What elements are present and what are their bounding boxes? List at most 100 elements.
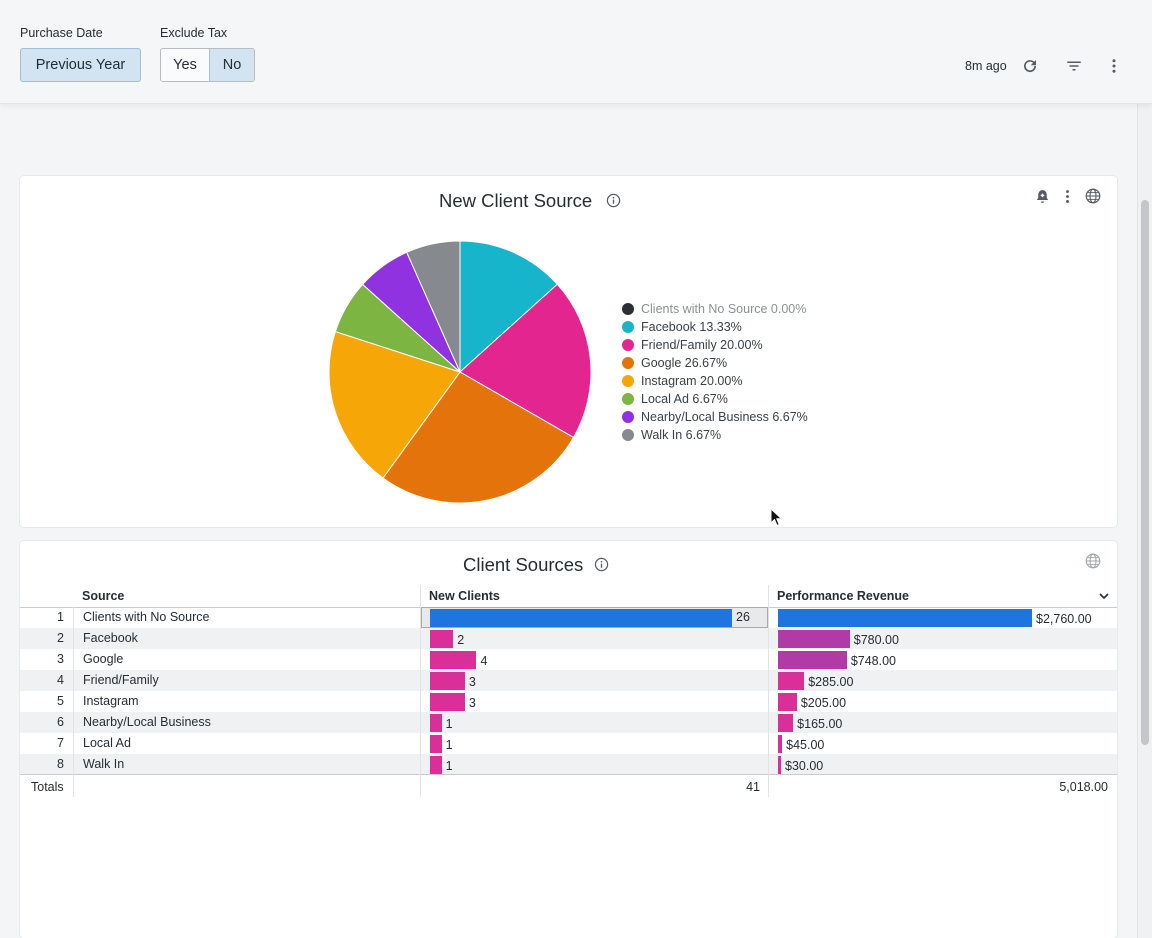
- column-header-source[interactable]: Source: [82, 589, 125, 603]
- source-cell: Nearby/Local Business: [83, 715, 211, 729]
- table-row[interactable]: 6 Nearby/Local Business 1 $165.00: [20, 712, 1117, 733]
- new-clients-bar: [430, 756, 442, 774]
- source-cell: Google: [83, 652, 124, 666]
- legend-swatch: [622, 411, 634, 423]
- column-divider: [420, 585, 421, 797]
- new-clients-value: 26: [736, 610, 750, 624]
- new-clients-value: 1: [445, 717, 453, 731]
- revenue-value: $205.00: [800, 696, 847, 710]
- column-divider: [768, 585, 769, 797]
- more-vertical-icon[interactable]: [1059, 188, 1076, 205]
- totals-row: Totals 41 5,018.00: [20, 774, 1117, 799]
- purchase-date-dropdown[interactable]: Previous Year: [20, 48, 141, 82]
- column-header-new-clients[interactable]: New Clients: [429, 589, 500, 603]
- source-cell: Walk In: [83, 757, 125, 771]
- info-icon[interactable]: [606, 193, 621, 208]
- revenue-bar: [778, 756, 781, 774]
- totals-revenue: 5,018.00: [1059, 780, 1108, 794]
- globe-icon[interactable]: [1084, 552, 1102, 570]
- revenue-bar: [778, 693, 797, 711]
- scrollbar-thumb[interactable]: [1141, 200, 1149, 745]
- revenue-bar: [778, 609, 1032, 627]
- row-number: 7: [57, 736, 64, 750]
- more-vertical-icon[interactable]: [1105, 57, 1123, 75]
- refresh-icon[interactable]: [1021, 57, 1039, 75]
- pie-slice-facebook[interactable]: [459, 240, 559, 374]
- pie-chart: [328, 240, 592, 504]
- info-icon[interactable]: [594, 557, 609, 572]
- new-clients-bar: [430, 735, 442, 753]
- exclude-tax-no-button[interactable]: No: [210, 49, 254, 81]
- legend-label: Facebook 13.33%: [641, 320, 742, 334]
- legend-item[interactable]: Clients with No Source 0.00%: [622, 300, 808, 318]
- client-sources-card: Client Sources Source New Clients Perfor…: [20, 541, 1117, 938]
- legend-item[interactable]: Walk In 6.67%: [622, 426, 808, 444]
- new-client-source-card: New Client Source Clients with No Source…: [20, 176, 1117, 527]
- pie-slice-walk-in[interactable]: [406, 240, 461, 373]
- filter-icon[interactable]: [1065, 57, 1083, 75]
- row-number: 3: [57, 652, 64, 666]
- last-updated-text: 8m ago: [965, 59, 1007, 73]
- globe-icon[interactable]: [1084, 187, 1102, 205]
- legend-label: Walk In 6.67%: [641, 428, 722, 442]
- exclude-tax-yes-button[interactable]: Yes: [161, 49, 210, 81]
- row-number: 8: [57, 757, 64, 771]
- source-cell: Facebook: [83, 631, 138, 645]
- purchase-date-label: Purchase Date: [20, 26, 103, 40]
- revenue-value: $780.00: [853, 633, 899, 647]
- new-clients-value: 1: [445, 738, 453, 752]
- legend-item[interactable]: Google 26.67%: [622, 354, 808, 372]
- exclude-tax-toggle: Yes No: [160, 48, 255, 82]
- card-title: Client Sources: [463, 554, 584, 575]
- legend-swatch: [622, 303, 634, 315]
- revenue-value: $748.00: [850, 654, 897, 668]
- new-clients-bar: [430, 693, 465, 711]
- table-row[interactable]: 7 Local Ad 1 $45.00: [20, 733, 1117, 754]
- row-number: 5: [57, 694, 64, 708]
- new-clients-bar: [430, 672, 465, 690]
- totals-label: Totals: [31, 780, 64, 794]
- chevron-down-icon[interactable]: [1098, 590, 1110, 602]
- new-clients-value: 3: [468, 675, 476, 689]
- legend-item[interactable]: Nearby/Local Business 6.67%: [622, 408, 808, 426]
- revenue-bar: [778, 651, 847, 669]
- new-clients-value: 2: [457, 633, 465, 647]
- table-row[interactable]: 1 Clients with No Source 26 $2,760.00: [20, 607, 1117, 628]
- legend-label: Instagram 20.00%: [641, 374, 743, 388]
- filter-bar: Purchase Date Previous Year Exclude Tax …: [0, 0, 1152, 104]
- legend-item[interactable]: Local Ad 6.67%: [622, 390, 808, 408]
- legend-label: Clients with No Source 0.00%: [641, 302, 807, 316]
- exclude-tax-label: Exclude Tax: [160, 26, 228, 40]
- alert-bell-icon[interactable]: [1034, 188, 1051, 205]
- source-cell: Friend/Family: [83, 673, 159, 687]
- revenue-value: $2,760.00: [1036, 612, 1092, 626]
- table-row[interactable]: 2 Facebook 2 $780.00: [20, 628, 1117, 649]
- new-clients-bar: [430, 714, 442, 732]
- table-row[interactable]: 8 Walk In 1 $30.00: [20, 754, 1117, 775]
- column-divider: [73, 607, 74, 797]
- legend-item[interactable]: Instagram 20.00%: [622, 372, 808, 390]
- legend-item[interactable]: Facebook 13.33%: [622, 318, 808, 336]
- pie-slice-friend-family[interactable]: [459, 283, 592, 439]
- new-clients-value: 1: [445, 759, 453, 773]
- pie-slice-google[interactable]: [382, 371, 575, 504]
- new-clients-bar: [430, 609, 732, 627]
- column-header-performance-revenue[interactable]: Performance Revenue: [777, 589, 910, 603]
- revenue-value: $285.00: [808, 675, 854, 689]
- legend-label: Google 26.67%: [641, 356, 728, 370]
- legend-swatch: [622, 357, 634, 369]
- table-row[interactable]: 5 Instagram 3 $205.00: [20, 691, 1117, 712]
- pie-slice-instagram[interactable]: [328, 330, 461, 479]
- legend-item[interactable]: Friend/Family 20.00%: [622, 336, 808, 354]
- pie-legend: Clients with No Source 0.00% Facebook 13.…: [622, 300, 808, 444]
- row-number: 6: [57, 715, 64, 729]
- legend-swatch: [622, 375, 634, 387]
- legend-swatch: [622, 393, 634, 405]
- row-number: 4: [57, 673, 64, 687]
- new-clients-bar: [430, 651, 477, 669]
- revenue-value: $45.00: [786, 738, 825, 752]
- table-row[interactable]: 4 Friend/Family 3 $285.00: [20, 670, 1117, 691]
- totals-new-clients: 41: [746, 780, 760, 794]
- table-row[interactable]: 3 Google 4 $748.00: [20, 649, 1117, 670]
- revenue-bar: [778, 714, 794, 732]
